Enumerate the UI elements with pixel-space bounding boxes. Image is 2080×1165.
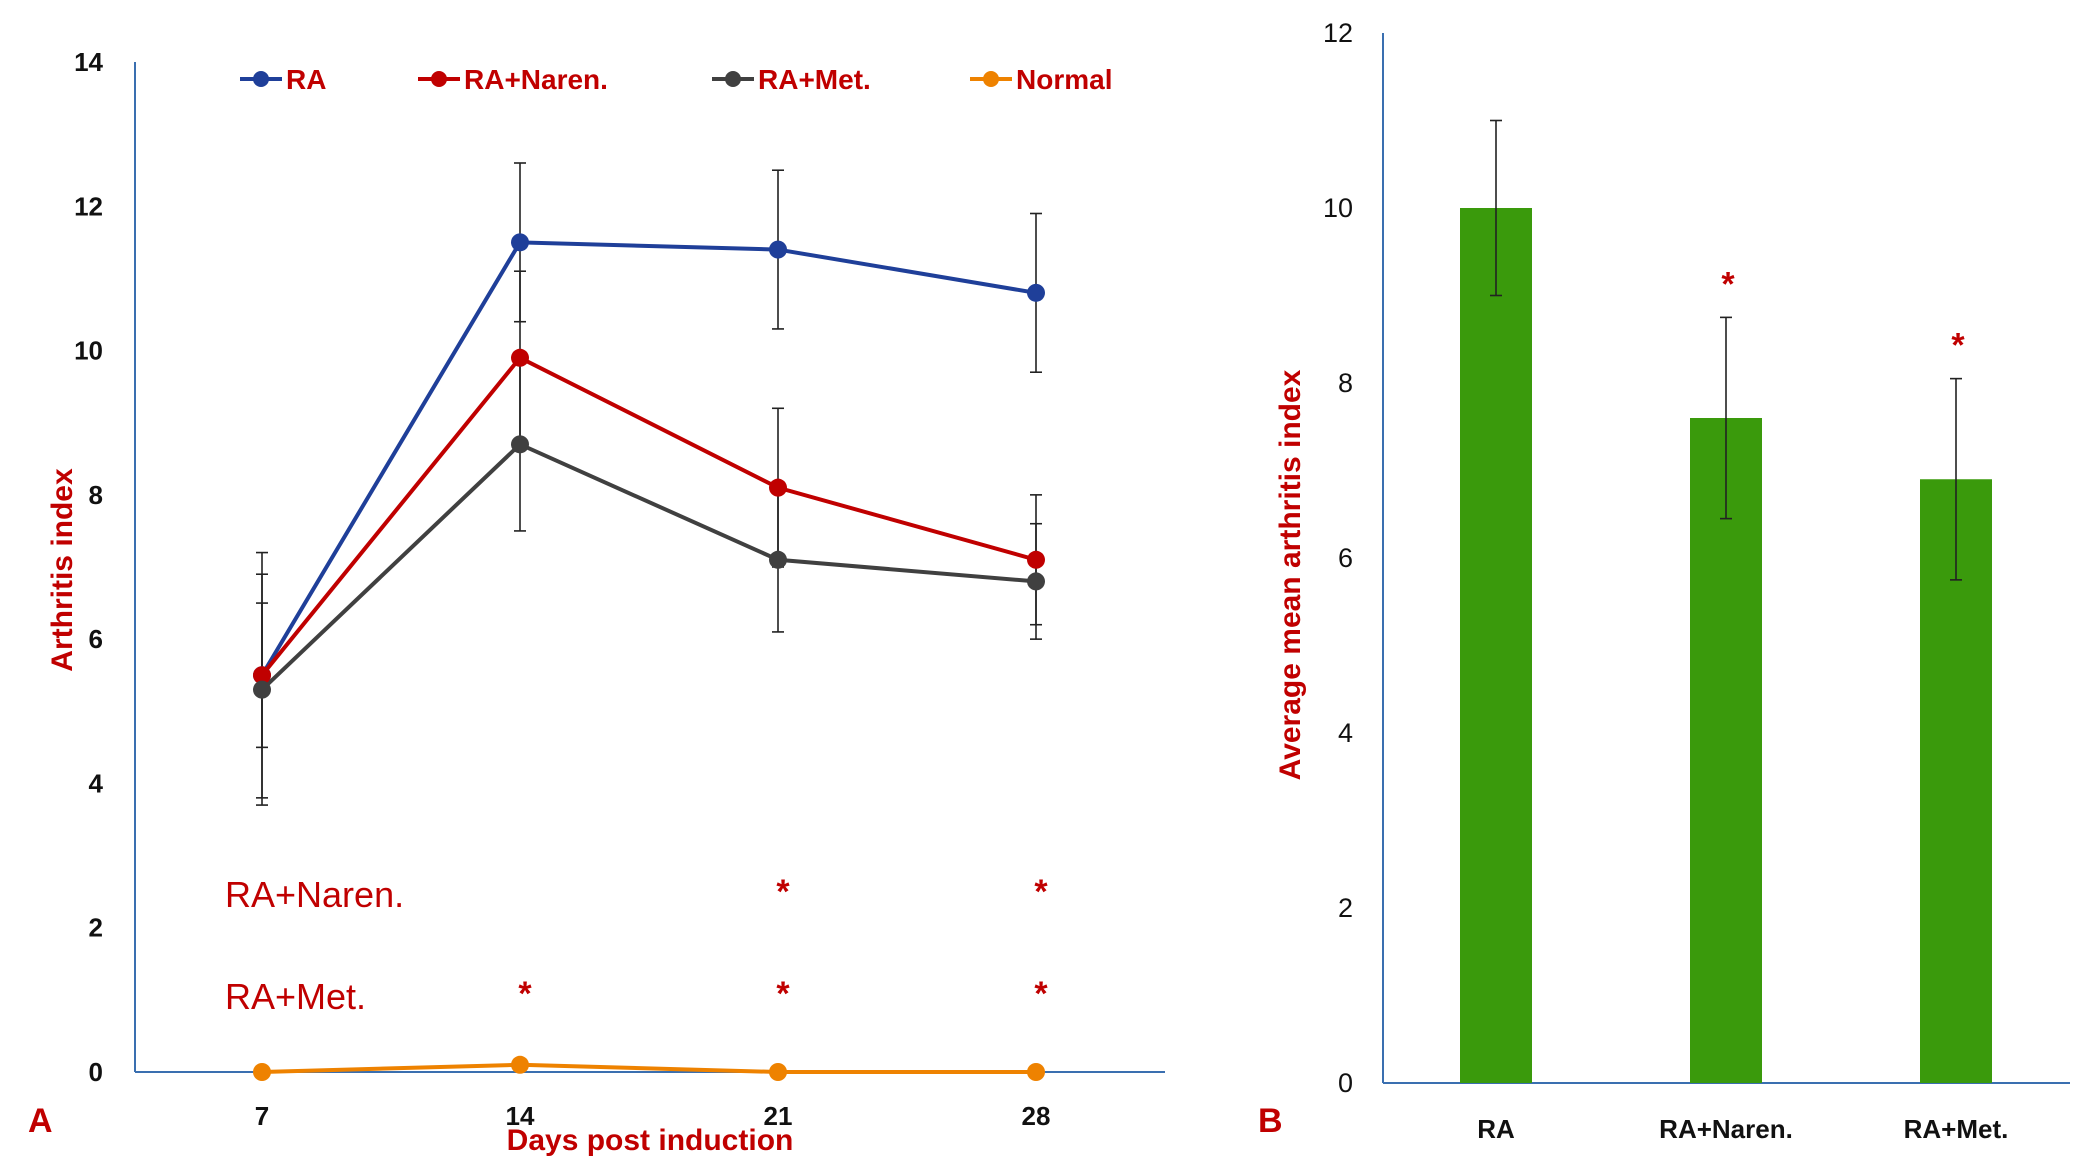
series-line bbox=[260, 441, 1037, 692]
significance-row-label: RA+Met. bbox=[225, 976, 366, 1017]
y-tick-label: 12 bbox=[1323, 18, 1353, 48]
x-tick-label: 7 bbox=[255, 1101, 269, 1131]
data-point bbox=[769, 478, 787, 497]
panel-a-x-tick-labels: 7 14 21 28 bbox=[255, 1101, 1051, 1131]
significance-star: * bbox=[776, 873, 790, 911]
panel-b-y-axis-title: Average mean arthritis index bbox=[1274, 369, 1307, 780]
data-point bbox=[253, 680, 271, 699]
legend-marker bbox=[253, 71, 269, 87]
significance-star: * bbox=[1034, 873, 1048, 911]
bar bbox=[1460, 208, 1532, 1083]
y-tick-label: 2 bbox=[89, 913, 103, 943]
y-tick-label: 4 bbox=[1338, 718, 1353, 748]
category-label: RA+Naren. bbox=[1659, 1114, 1793, 1144]
data-point bbox=[511, 233, 529, 252]
data-point bbox=[511, 348, 529, 367]
panel-b-category-labels: RA RA+Naren. RA+Met. bbox=[1477, 1114, 2008, 1144]
data-point bbox=[253, 1063, 271, 1081]
legend-marker bbox=[725, 71, 741, 87]
data-point bbox=[511, 1055, 529, 1074]
data-point bbox=[769, 1063, 787, 1081]
legend-label: RA+Met. bbox=[758, 64, 871, 95]
panel-a-y-tick-labels: 0 2 4 6 8 10 12 14 bbox=[74, 47, 103, 1087]
y-tick-label: 8 bbox=[1338, 368, 1353, 398]
significance-star: * bbox=[1951, 327, 1965, 365]
data-point bbox=[1027, 550, 1045, 569]
y-tick-label: 14 bbox=[74, 47, 103, 77]
legend-label: RA bbox=[286, 64, 326, 95]
y-tick-label: 12 bbox=[74, 191, 103, 221]
y-tick-label: 8 bbox=[89, 480, 103, 510]
y-tick-label: 4 bbox=[89, 768, 104, 798]
series-line bbox=[261, 1062, 1036, 1074]
legend-marker bbox=[983, 71, 999, 87]
panel-b-significance-stars: ** bbox=[1721, 265, 1965, 364]
panel-b-error-bars bbox=[1490, 119, 1962, 581]
legend-marker bbox=[431, 71, 447, 87]
panel-a-significance: RA+Naren. * * RA+Met. * * * bbox=[225, 873, 1048, 1017]
y-tick-label: 10 bbox=[1323, 193, 1353, 223]
category-label: RA+Met. bbox=[1904, 1114, 2009, 1144]
significance-star: * bbox=[1034, 975, 1048, 1013]
significance-star: * bbox=[776, 975, 790, 1013]
y-tick-label: 6 bbox=[1338, 543, 1353, 573]
series-line bbox=[260, 240, 1037, 677]
y-tick-label: 6 bbox=[89, 624, 103, 654]
panel-b-y-tick-labels: 0 2 4 6 8 10 12 bbox=[1323, 18, 1353, 1098]
x-tick-label: 28 bbox=[1022, 1101, 1051, 1131]
y-tick-label: 2 bbox=[1338, 893, 1353, 923]
series-line bbox=[260, 355, 1037, 677]
category-label: RA bbox=[1477, 1114, 1515, 1144]
y-tick-label: 0 bbox=[1338, 1068, 1353, 1098]
legend-label: Normal bbox=[1016, 64, 1112, 95]
panel-a-legend: RA RA+Naren. RA+Met. Normal bbox=[240, 64, 1112, 95]
panel-a-y-axis-title: Arthritis index bbox=[46, 468, 79, 672]
data-point bbox=[1027, 283, 1045, 302]
panel-b-letter: B bbox=[1258, 1102, 1283, 1140]
data-point bbox=[511, 435, 529, 454]
data-point bbox=[1027, 1063, 1045, 1081]
data-point bbox=[769, 240, 787, 259]
data-point bbox=[253, 666, 271, 685]
bar bbox=[1690, 418, 1762, 1083]
significance-star: * bbox=[518, 975, 532, 1013]
y-tick-label: 10 bbox=[74, 336, 103, 366]
data-point bbox=[769, 550, 787, 569]
y-tick-label: 0 bbox=[89, 1057, 103, 1087]
panel-a-letter: A bbox=[28, 1102, 53, 1140]
legend-label: RA+Naren. bbox=[464, 64, 608, 95]
significance-row-label: RA+Naren. bbox=[225, 874, 404, 915]
x-tick-label: 21 bbox=[764, 1101, 793, 1131]
panel-a-line-chart: 0 2 4 6 8 10 12 14 7 14 21 28 RA RA+Naren. RA+Met. No… bbox=[28, 47, 1165, 1157]
significance-star: * bbox=[1721, 265, 1735, 303]
panel-a-x-axis-title: Days post induction bbox=[507, 1124, 794, 1157]
x-tick-label: 14 bbox=[506, 1101, 535, 1131]
panel-a-series-lines bbox=[260, 240, 1037, 1074]
data-point bbox=[1027, 572, 1045, 591]
panel-a-points bbox=[253, 233, 1045, 1081]
